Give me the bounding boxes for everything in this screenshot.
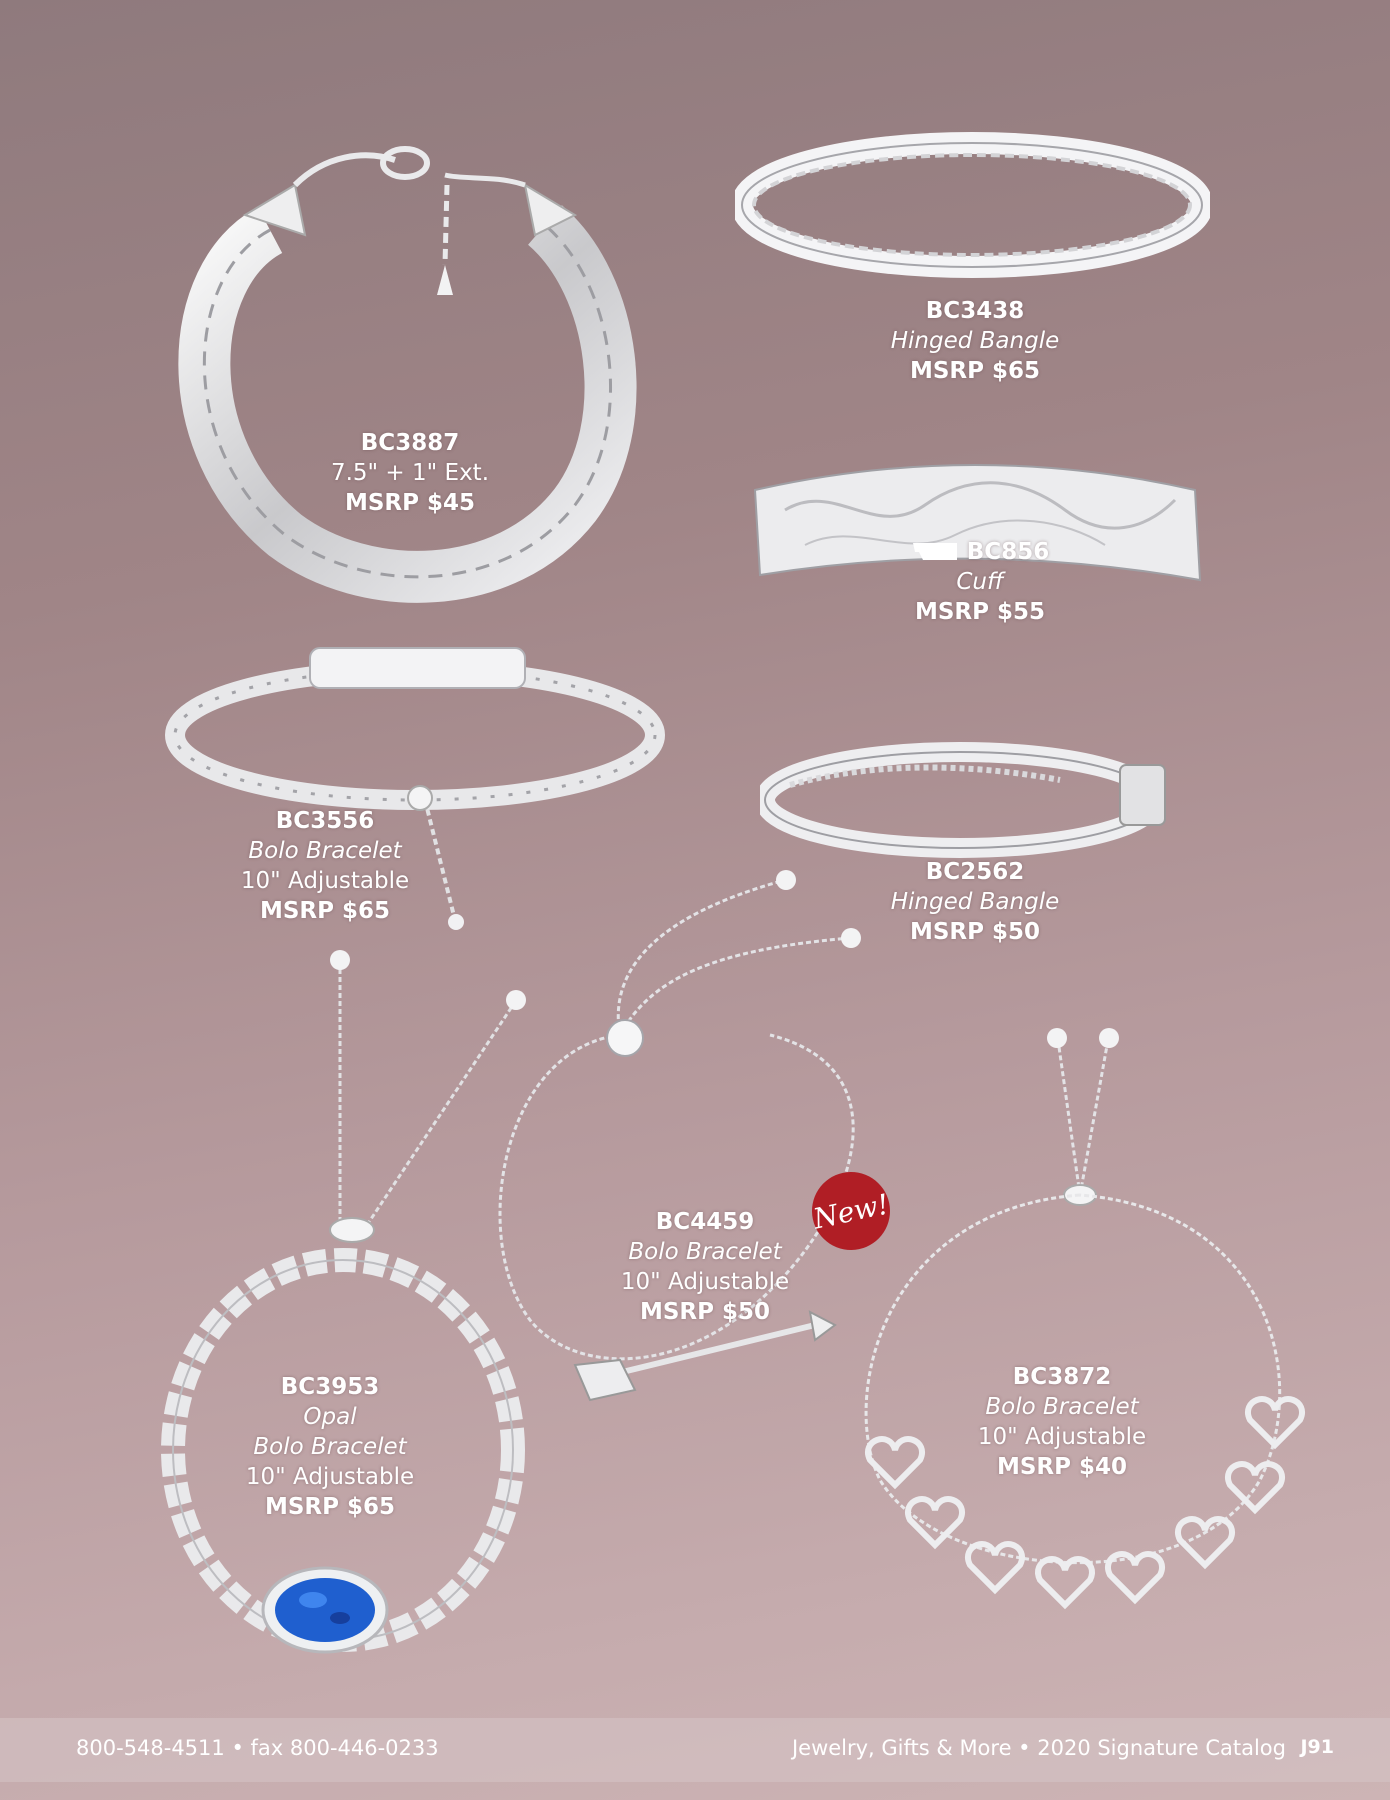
- bracelet-image-bc2562: [760, 740, 1190, 860]
- product-label-bc3953: BC3953 Opal Bolo Bracelet 10" Adjustable…: [215, 1372, 445, 1522]
- product-desc-2: Bolo Bracelet: [253, 1434, 407, 1460]
- bracelet-image-bc3872: [840, 1020, 1310, 1640]
- product-label-bc3887: BC3887 7.5" + 1" Ext. MSRP $45: [310, 428, 510, 518]
- product-sku-text: BC856: [966, 539, 1050, 565]
- product-price: MSRP $55: [914, 599, 1046, 625]
- product-price: MSRP $40: [996, 1454, 1128, 1480]
- bracelet-image-bc3953: [145, 950, 540, 1660]
- bracelet-image-bc856: [745, 450, 1205, 610]
- product-label-bc4459: BC4459 Bolo Bracelet 10" Adjustable MSRP…: [590, 1207, 820, 1327]
- product-label-bc3438: BC3438 Hinged Bangle MSRP $65: [860, 296, 1090, 386]
- product-desc: Hinged Bangle: [890, 328, 1060, 354]
- product-desc: Opal: [303, 1404, 357, 1430]
- product-label-bc3556: BC3556 Bolo Bracelet 10" Adjustable MSRP…: [210, 806, 440, 926]
- product-price: MSRP $45: [344, 490, 476, 516]
- bracelet-image-bc4459: [490, 860, 890, 1420]
- product-size: 10" Adjustable: [977, 1424, 1147, 1450]
- footer-catalog-title: Jewelry, Gifts & More • 2020 Signature C…: [791, 1736, 1286, 1760]
- product-label-bc856: BC856 Cuff MSRP $55: [880, 537, 1080, 627]
- product-sku: BC3438: [925, 298, 1025, 324]
- product-desc: Bolo Bracelet: [628, 1239, 782, 1265]
- product-size: 10" Adjustable: [620, 1269, 790, 1295]
- footer-contact: 800-548-4511 • fax 800-446-0233: [76, 1736, 439, 1760]
- product-price: MSRP $65: [264, 1494, 396, 1520]
- product-desc: Hinged Bangle: [890, 889, 1060, 915]
- product-desc: Bolo Bracelet: [985, 1394, 1139, 1420]
- product-label-bc3872: BC3872 Bolo Bracelet 10" Adjustable MSRP…: [947, 1362, 1177, 1482]
- product-price: MSRP $50: [909, 919, 1041, 945]
- product-sku: BC3953: [280, 1374, 380, 1400]
- product-label-bc2562: BC2562 Hinged Bangle MSRP $50: [860, 857, 1090, 947]
- product-desc: Cuff: [956, 569, 1004, 595]
- product-size: 7.5" + 1" Ext.: [330, 460, 490, 486]
- product-size: 10" Adjustable: [240, 868, 410, 894]
- bracelet-image-bc3556: [165, 640, 665, 940]
- product-sku: BC3556: [275, 808, 375, 834]
- product-size: 10" Adjustable: [245, 1464, 415, 1490]
- product-sku: BC3887: [360, 430, 460, 456]
- montana-state-icon: [911, 540, 959, 562]
- product-sku: BC856: [880, 537, 1080, 567]
- product-sku: BC4459: [655, 1209, 755, 1235]
- bracelet-image-bc3438: [735, 130, 1210, 280]
- product-price: MSRP $50: [639, 1299, 771, 1325]
- page-footer: 800-548-4511 • fax 800-446-0233 Jewelry,…: [0, 1718, 1390, 1782]
- product-price: MSRP $65: [909, 358, 1041, 384]
- page-number: J91: [1300, 1736, 1334, 1758]
- product-desc: Bolo Bracelet: [248, 838, 402, 864]
- product-price: MSRP $65: [259, 898, 391, 924]
- product-sku: BC2562: [925, 859, 1025, 885]
- product-sku: BC3872: [1012, 1364, 1112, 1390]
- bracelet-image-bc3887: [165, 125, 665, 605]
